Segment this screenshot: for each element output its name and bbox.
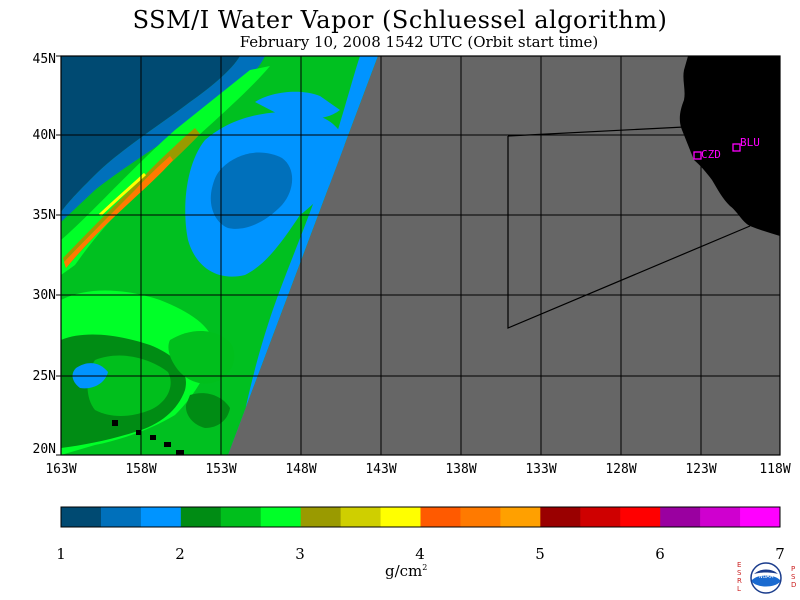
map-title: SSM/I Water Vapor (Schluessel algorithm) (132, 6, 668, 34)
logo-right-letter-2: S (791, 573, 796, 581)
station-marker-czd (693, 151, 702, 160)
logo-left-letter-4: L (737, 585, 741, 593)
colorbar-swatch (540, 507, 581, 527)
colorbar-unit: g/cm2 (385, 562, 428, 580)
colorbar-swatch (340, 507, 382, 527)
lat-label-40n: 40N (32, 128, 56, 143)
map-subtitle: February 10, 2008 1542 UTC (Orbit start … (239, 33, 599, 51)
lon-label-158w: 158W (125, 462, 157, 477)
colorbar-tick-7: 7 (775, 545, 785, 563)
lon-label-138w: 138W (445, 462, 477, 477)
logo-center-text: NOAA (759, 574, 774, 580)
colorbar-swatch (140, 507, 182, 527)
colorbar-swatch (260, 507, 302, 527)
colorbar-swatch (220, 507, 262, 527)
map-graticule (61, 56, 780, 455)
colorbar-swatch (740, 507, 781, 527)
colorbar-tick-4: 4 (415, 545, 425, 563)
lon-label-118w: 118W (759, 462, 791, 477)
colorbar-swatch (420, 507, 461, 527)
logo-left-letter-3: R (737, 577, 742, 585)
lat-label-35n: 35N (32, 208, 56, 223)
lon-label-128w: 128W (605, 462, 637, 477)
lat-label-45n: 45N (32, 52, 56, 67)
logo-right-letter-1: P (791, 565, 795, 573)
colorbar-swatch (100, 507, 142, 527)
colorbar-swatch (580, 507, 621, 527)
lat-label-25n: 25N (32, 369, 56, 384)
land-mass (679, 56, 780, 236)
lon-label-133w: 133W (525, 462, 557, 477)
map-frame (60, 55, 781, 456)
lon-label-148w: 148W (285, 462, 317, 477)
station-label-blu: BLU (740, 136, 760, 149)
lon-label-123w: 123W (685, 462, 717, 477)
colorbar-tick-6: 6 (655, 545, 665, 563)
colorbar (61, 507, 781, 527)
colorbar-swatch (500, 507, 541, 527)
lon-label-143w: 143W (365, 462, 397, 477)
station-marker-blu (732, 143, 741, 152)
logo-left-letter-1: E (737, 561, 741, 569)
colorbar-swatch (180, 507, 222, 527)
noaa-logo: E S R L P S D NOAA (737, 561, 796, 594)
logo-right-letter-3: D (791, 581, 796, 589)
colorbar-swatch (660, 507, 701, 527)
colorbar-swatch (300, 507, 342, 527)
colorbar-tick-3: 3 (295, 545, 305, 563)
lon-label-153w: 153W (205, 462, 237, 477)
lat-label-20n: 20N (32, 442, 56, 457)
colorbar-tick-1: 1 (56, 545, 66, 563)
colorbar-tick-5: 5 (535, 545, 545, 563)
colorbar-frame (60, 506, 781, 528)
colorbar-swatch (620, 507, 661, 527)
colorbar-swatch (700, 507, 741, 527)
logo-left-letter-2: S (737, 569, 742, 577)
lon-label-163w: 163W (45, 462, 77, 477)
lat-label-30n: 30N (32, 288, 56, 303)
colorbar-swatch (460, 507, 501, 527)
colorbar-swatch (61, 507, 102, 527)
track-outline (507, 136, 751, 329)
colorbar-tick-2: 2 (175, 545, 185, 563)
colorbar-swatch (380, 507, 421, 527)
station-label-czd: CZD (701, 148, 721, 161)
